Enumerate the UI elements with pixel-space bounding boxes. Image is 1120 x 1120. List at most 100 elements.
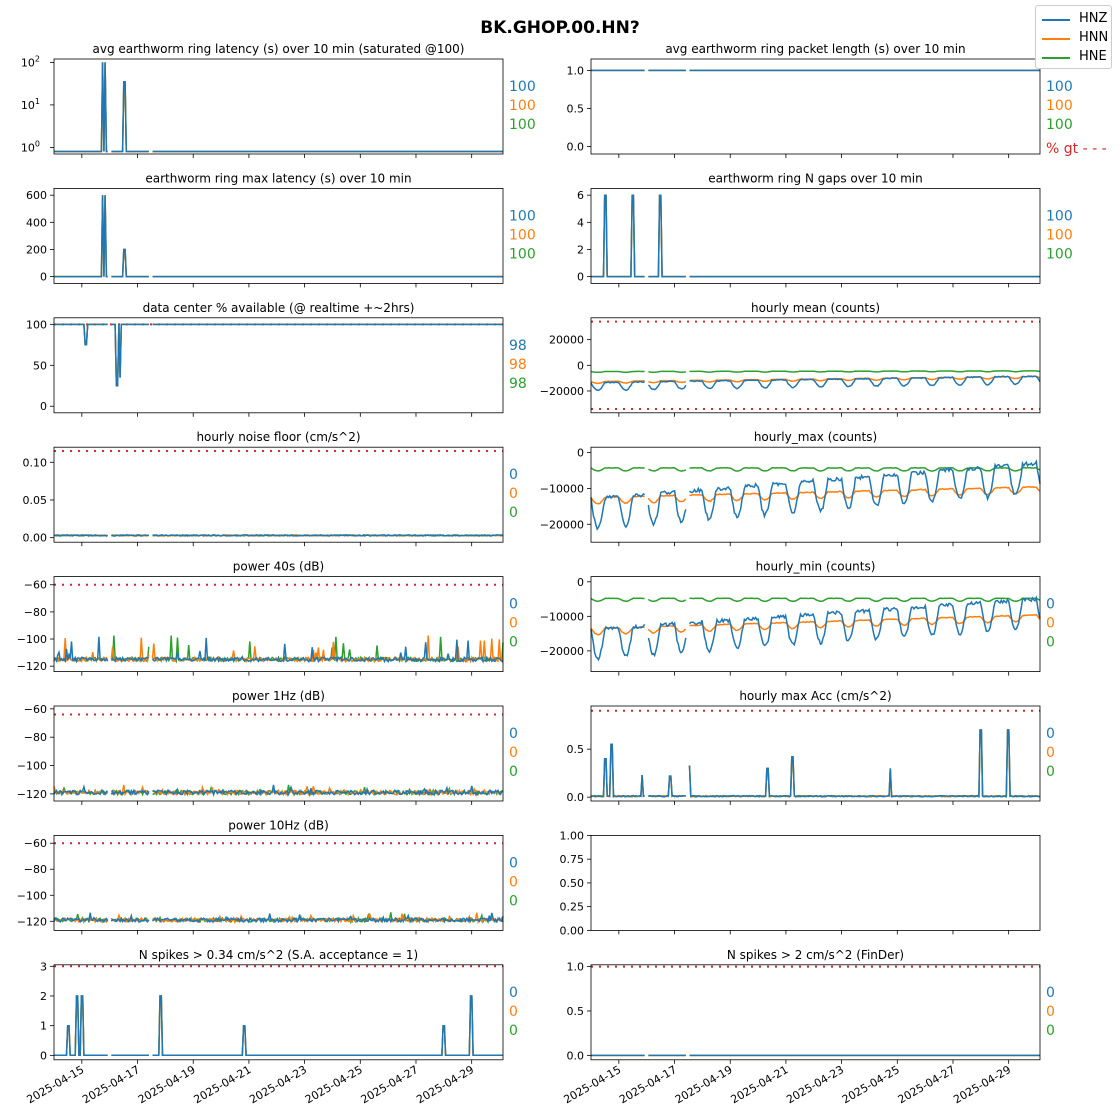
legend: HNZ HNN HNE (1035, 5, 1112, 69)
y-tick-label: 1.0 (567, 961, 585, 974)
panel-title: N spikes > 0.34 cm/s^2 (S.A. acceptance … (139, 948, 418, 962)
panel-p1: avg earthworm ring packet length (s) ove… (567, 42, 1107, 158)
x-tick-label: 2025-04-25 (303, 1063, 365, 1106)
axes-frame (53, 446, 504, 543)
stat-label: 100 (1046, 227, 1073, 243)
panel-p14: N spikes > 0.34 cm/s^2 (S.A. acceptance … (24, 948, 517, 1107)
stat-label: 98 (509, 376, 527, 392)
axes-frame (590, 317, 1041, 414)
stat-label: 0 (1046, 1023, 1055, 1039)
y-tick-label: −80 (24, 606, 47, 619)
y-tick-label: −120 (17, 915, 47, 928)
stat-label: 0 (1046, 635, 1055, 651)
x-tick-label: 2025-04-15 (561, 1063, 623, 1106)
y-tick-label: −120 (17, 660, 47, 673)
axes-frame (53, 58, 504, 155)
y-tick-label: 400 (26, 216, 47, 229)
panel-title: data center % available (@ realtime +~2h… (143, 301, 415, 315)
y-tick-label: 0 (577, 447, 584, 460)
axes-frame (590, 964, 1041, 1061)
x-tick-label: 2025-04-21 (192, 1063, 254, 1106)
stat-label: 0 (1046, 597, 1055, 613)
y-tick-label: 101 (21, 97, 40, 112)
x-tick-label: 2025-04-27 (896, 1063, 958, 1106)
panel-title: earthworm ring N gaps over 10 min (708, 171, 922, 185)
y-tick-label: 0.25 (560, 901, 585, 914)
y-tick-label: 0.10 (23, 456, 48, 469)
legend-label-hne: HNE (1079, 49, 1107, 64)
stat-label: 0 (1046, 764, 1055, 780)
series-line-hnz (590, 729, 1041, 798)
axes-frame (53, 317, 504, 414)
y-tick-label: 0 (577, 359, 584, 372)
panel-p8: power 40s (dB) −120 −100 −80 −60 0 0 0 (17, 560, 518, 676)
y-tick-label: −20000 (540, 385, 584, 398)
stat-label: 100 (509, 208, 536, 224)
panel-title: hourly_max (counts) (754, 430, 877, 444)
series-line-hnz (54, 195, 503, 278)
stat-label: 98 (509, 338, 527, 354)
x-tick-label: 2025-04-15 (24, 1063, 86, 1106)
y-tick-label: 20000 (549, 334, 584, 347)
y-tick-label: 6 (577, 189, 584, 202)
stat-label: 100 (1046, 117, 1073, 133)
axes-frame (590, 187, 1041, 284)
y-tick-label: 2 (40, 990, 47, 1003)
panel-title: hourly noise floor (cm/s^2) (196, 430, 360, 444)
y-tick-label: 102 (21, 54, 40, 69)
axes-frame (53, 835, 504, 931)
y-tick-label: 0.5 (567, 1005, 585, 1018)
series-line-hnz (590, 459, 1041, 531)
panel-title: earthworm ring max latency (s) over 10 m… (145, 171, 411, 185)
x-tick-label: 2025-04-25 (840, 1063, 902, 1106)
y-tick-label: −60 (24, 579, 47, 592)
series-line-hne (590, 729, 1041, 798)
stat-label: 0 (1046, 985, 1055, 1001)
series-line-hnz (53, 784, 504, 798)
stat-label: 100 (509, 98, 536, 114)
y-tick-label: −20000 (540, 518, 584, 531)
panel-p4: data center % available (@ realtime +~2h… (26, 301, 527, 417)
stat-label: 0 (509, 486, 518, 502)
panel-title: hourly_min (counts) (756, 560, 876, 574)
y-tick-label: 0 (40, 271, 47, 284)
panel-title: N spikes > 2 cm/s^2 (FinDer) (727, 948, 904, 962)
stat-label: 100 (1046, 98, 1073, 114)
stat-label: 0 (1046, 1004, 1055, 1020)
axes-frame (590, 705, 1041, 802)
stat-label: 100 (1046, 246, 1073, 262)
stat-label: 98 (509, 357, 527, 373)
y-tick-label: 200 (26, 243, 47, 256)
panel-title: power 1Hz (dB) (232, 689, 325, 703)
y-tick-label: 0.0 (567, 791, 585, 804)
y-tick-label: 0.00 (560, 924, 585, 937)
y-tick-label: 0 (40, 1049, 47, 1062)
y-tick-label: −20000 (540, 645, 584, 658)
stat-label: 0 (509, 855, 518, 871)
panel-p15: N spikes > 2 cm/s^2 (FinDer) 0.0 0.5 1.0 202… (561, 948, 1054, 1107)
panel-p9: hourly_min (counts) −20000 −10000 0 0 0 0 (540, 560, 1055, 676)
y-tick-label: −10000 (540, 610, 584, 623)
y-tick-label: −10000 (540, 482, 584, 495)
panel-p12: power 10Hz (dB) −120 −100 −80 −60 0 0 0 (17, 818, 518, 935)
series-line-hne (590, 370, 1041, 374)
stat-label: 0 (509, 726, 518, 742)
y-tick-label: 50 (33, 359, 47, 372)
stat-label: 0 (509, 874, 518, 890)
series-line-hne (54, 62, 503, 153)
y-tick-label: 2 (577, 243, 584, 256)
y-tick-label: 0.00 (23, 532, 48, 545)
figure-title: BK.GHOP.00.HN? (480, 18, 640, 38)
stat-label: 0 (509, 893, 518, 909)
axes-frame (590, 835, 1041, 931)
panel-title: avg earthworm ring packet length (s) ove… (665, 42, 965, 56)
series-line-hnz (590, 595, 1041, 662)
axes-frame (53, 187, 504, 284)
y-tick-label: 4 (577, 216, 584, 229)
stat-label: 100 (509, 246, 536, 262)
x-tick-label: 2025-04-19 (673, 1063, 735, 1106)
series-line-hnn (54, 62, 503, 153)
stat-label: 0 (509, 1004, 518, 1020)
stat-label: 100 (509, 79, 536, 95)
y-tick-label: −60 (24, 837, 47, 850)
